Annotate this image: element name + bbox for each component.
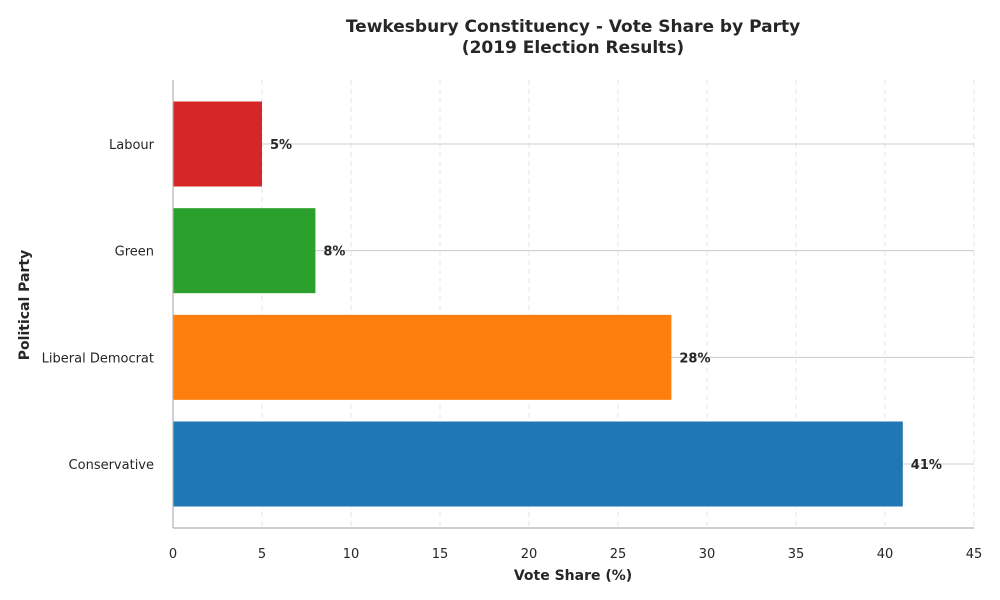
bar [173, 208, 316, 294]
data-label: 28% [679, 351, 710, 366]
bars [173, 101, 903, 507]
x-tick-label: 30 [699, 547, 716, 562]
x-tick-label: 25 [610, 547, 627, 562]
x-tick-label: 5 [258, 547, 266, 562]
y-tick-labels: Conservative Liberal Democrat Green Labour [42, 138, 155, 473]
bar [173, 101, 262, 187]
bar [173, 314, 672, 400]
x-tick-label: 0 [169, 547, 177, 562]
y-tick-label: Labour [109, 138, 155, 153]
data-labels: 41% 28% 8% 5% [270, 138, 942, 473]
y-tick-label: Liberal Democrat [42, 351, 154, 366]
x-tick-labels: 0 5 10 15 20 25 30 35 40 45 [169, 547, 982, 562]
data-label: 41% [911, 458, 942, 473]
data-label: 5% [270, 138, 292, 153]
y-tick-label: Conservative [69, 458, 154, 473]
chart-title-line1: Tewkesbury Constituency - Vote Share by … [346, 17, 800, 37]
chart-title-line2: (2019 Election Results) [462, 38, 684, 58]
y-axis-label: Political Party [17, 250, 33, 360]
x-tick-label: 15 [432, 547, 449, 562]
y-tick-label: Green [115, 245, 154, 260]
x-tick-label: 10 [343, 547, 360, 562]
x-tick-label: 40 [877, 547, 894, 562]
data-label: 8% [323, 245, 345, 260]
bar [173, 421, 903, 507]
x-tick-label: 35 [788, 547, 805, 562]
x-tick-label: 20 [521, 547, 538, 562]
x-tick-label: 45 [966, 547, 983, 562]
x-axis-label: Vote Share (%) [514, 568, 632, 584]
